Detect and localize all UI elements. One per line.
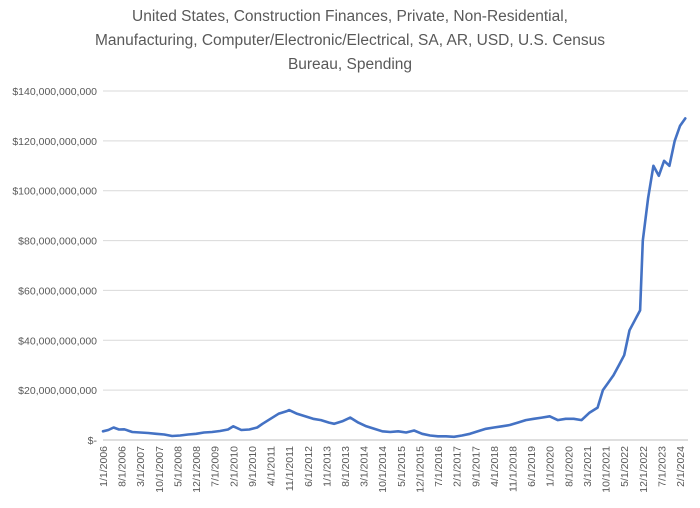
x-tick-label: 5/1/2015 (396, 446, 408, 487)
x-tick-label: 1/1/2020 (545, 446, 557, 487)
y-tick-label: $60,000,000,000 (18, 285, 97, 297)
x-tick-label: 11/1/2018 (508, 446, 520, 492)
x-tick-label: 2/1/2024 (675, 446, 687, 487)
x-tick-label: 4/1/2011 (266, 446, 278, 486)
y-tick-label: $140,000,000,000 (12, 86, 97, 98)
x-tick-label: 9/1/2017 (470, 446, 482, 487)
x-tick-label: 8/1/2013 (340, 446, 352, 487)
y-tick-label: $80,000,000,000 (18, 236, 97, 248)
series-line (101, 117, 687, 439)
x-tick-label: 3/1/2021 (582, 446, 594, 487)
x-tick-label: 6/1/2019 (526, 446, 538, 487)
x-tick-label: 3/1/2014 (359, 446, 371, 487)
x-tick-label: 6/1/2012 (303, 446, 315, 487)
chart-title-line-1: United States, Construction Finances, Pr… (132, 8, 568, 25)
x-tick-label: 8/1/2006 (117, 446, 129, 487)
y-tick-label: $40,000,000,000 (18, 335, 97, 347)
x-tick-label: 8/1/2020 (563, 446, 575, 487)
x-tick-label: 9/1/2010 (247, 446, 259, 487)
x-tick-label: 1/1/2013 (321, 446, 333, 487)
x-tick-label: 12/1/2015 (414, 446, 426, 493)
x-tick-label: 12/1/2008 (191, 446, 203, 493)
x-tick-label: 4/1/2018 (489, 446, 501, 487)
x-tick-label: 10/1/2014 (377, 446, 389, 493)
y-tick-label: $- (88, 435, 98, 447)
x-tick-label: 7/1/2016 (433, 446, 445, 487)
x-tick-label: 2/1/2017 (452, 446, 464, 487)
x-tick-label: 3/1/2007 (135, 446, 147, 487)
x-tick-label: 1/1/2006 (98, 446, 110, 487)
x-tick-label: 7/1/2023 (656, 446, 668, 487)
x-tick-label: 10/1/2007 (154, 446, 166, 493)
x-tick-label: 10/1/2021 (601, 446, 613, 493)
x-tick-label: 5/1/2008 (172, 446, 184, 487)
x-tick-label: 5/1/2022 (619, 446, 631, 487)
y-tick-label: $20,000,000,000 (18, 385, 97, 397)
chart-title-line-2: Manufacturing, Computer/Electronic/Elect… (95, 32, 605, 49)
chart-title-line-3: Bureau, Spending (287, 56, 413, 73)
x-tick-label: 2/1/2010 (228, 446, 240, 487)
x-tick-label: 7/1/2009 (210, 446, 222, 487)
x-tick-label: 11/1/2011 (284, 446, 296, 491)
x-tick-label: 12/1/2022 (638, 446, 650, 493)
y-tick-label: $100,000,000,000 (12, 186, 97, 198)
y-tick-label: $120,000,000,000 (12, 136, 97, 148)
